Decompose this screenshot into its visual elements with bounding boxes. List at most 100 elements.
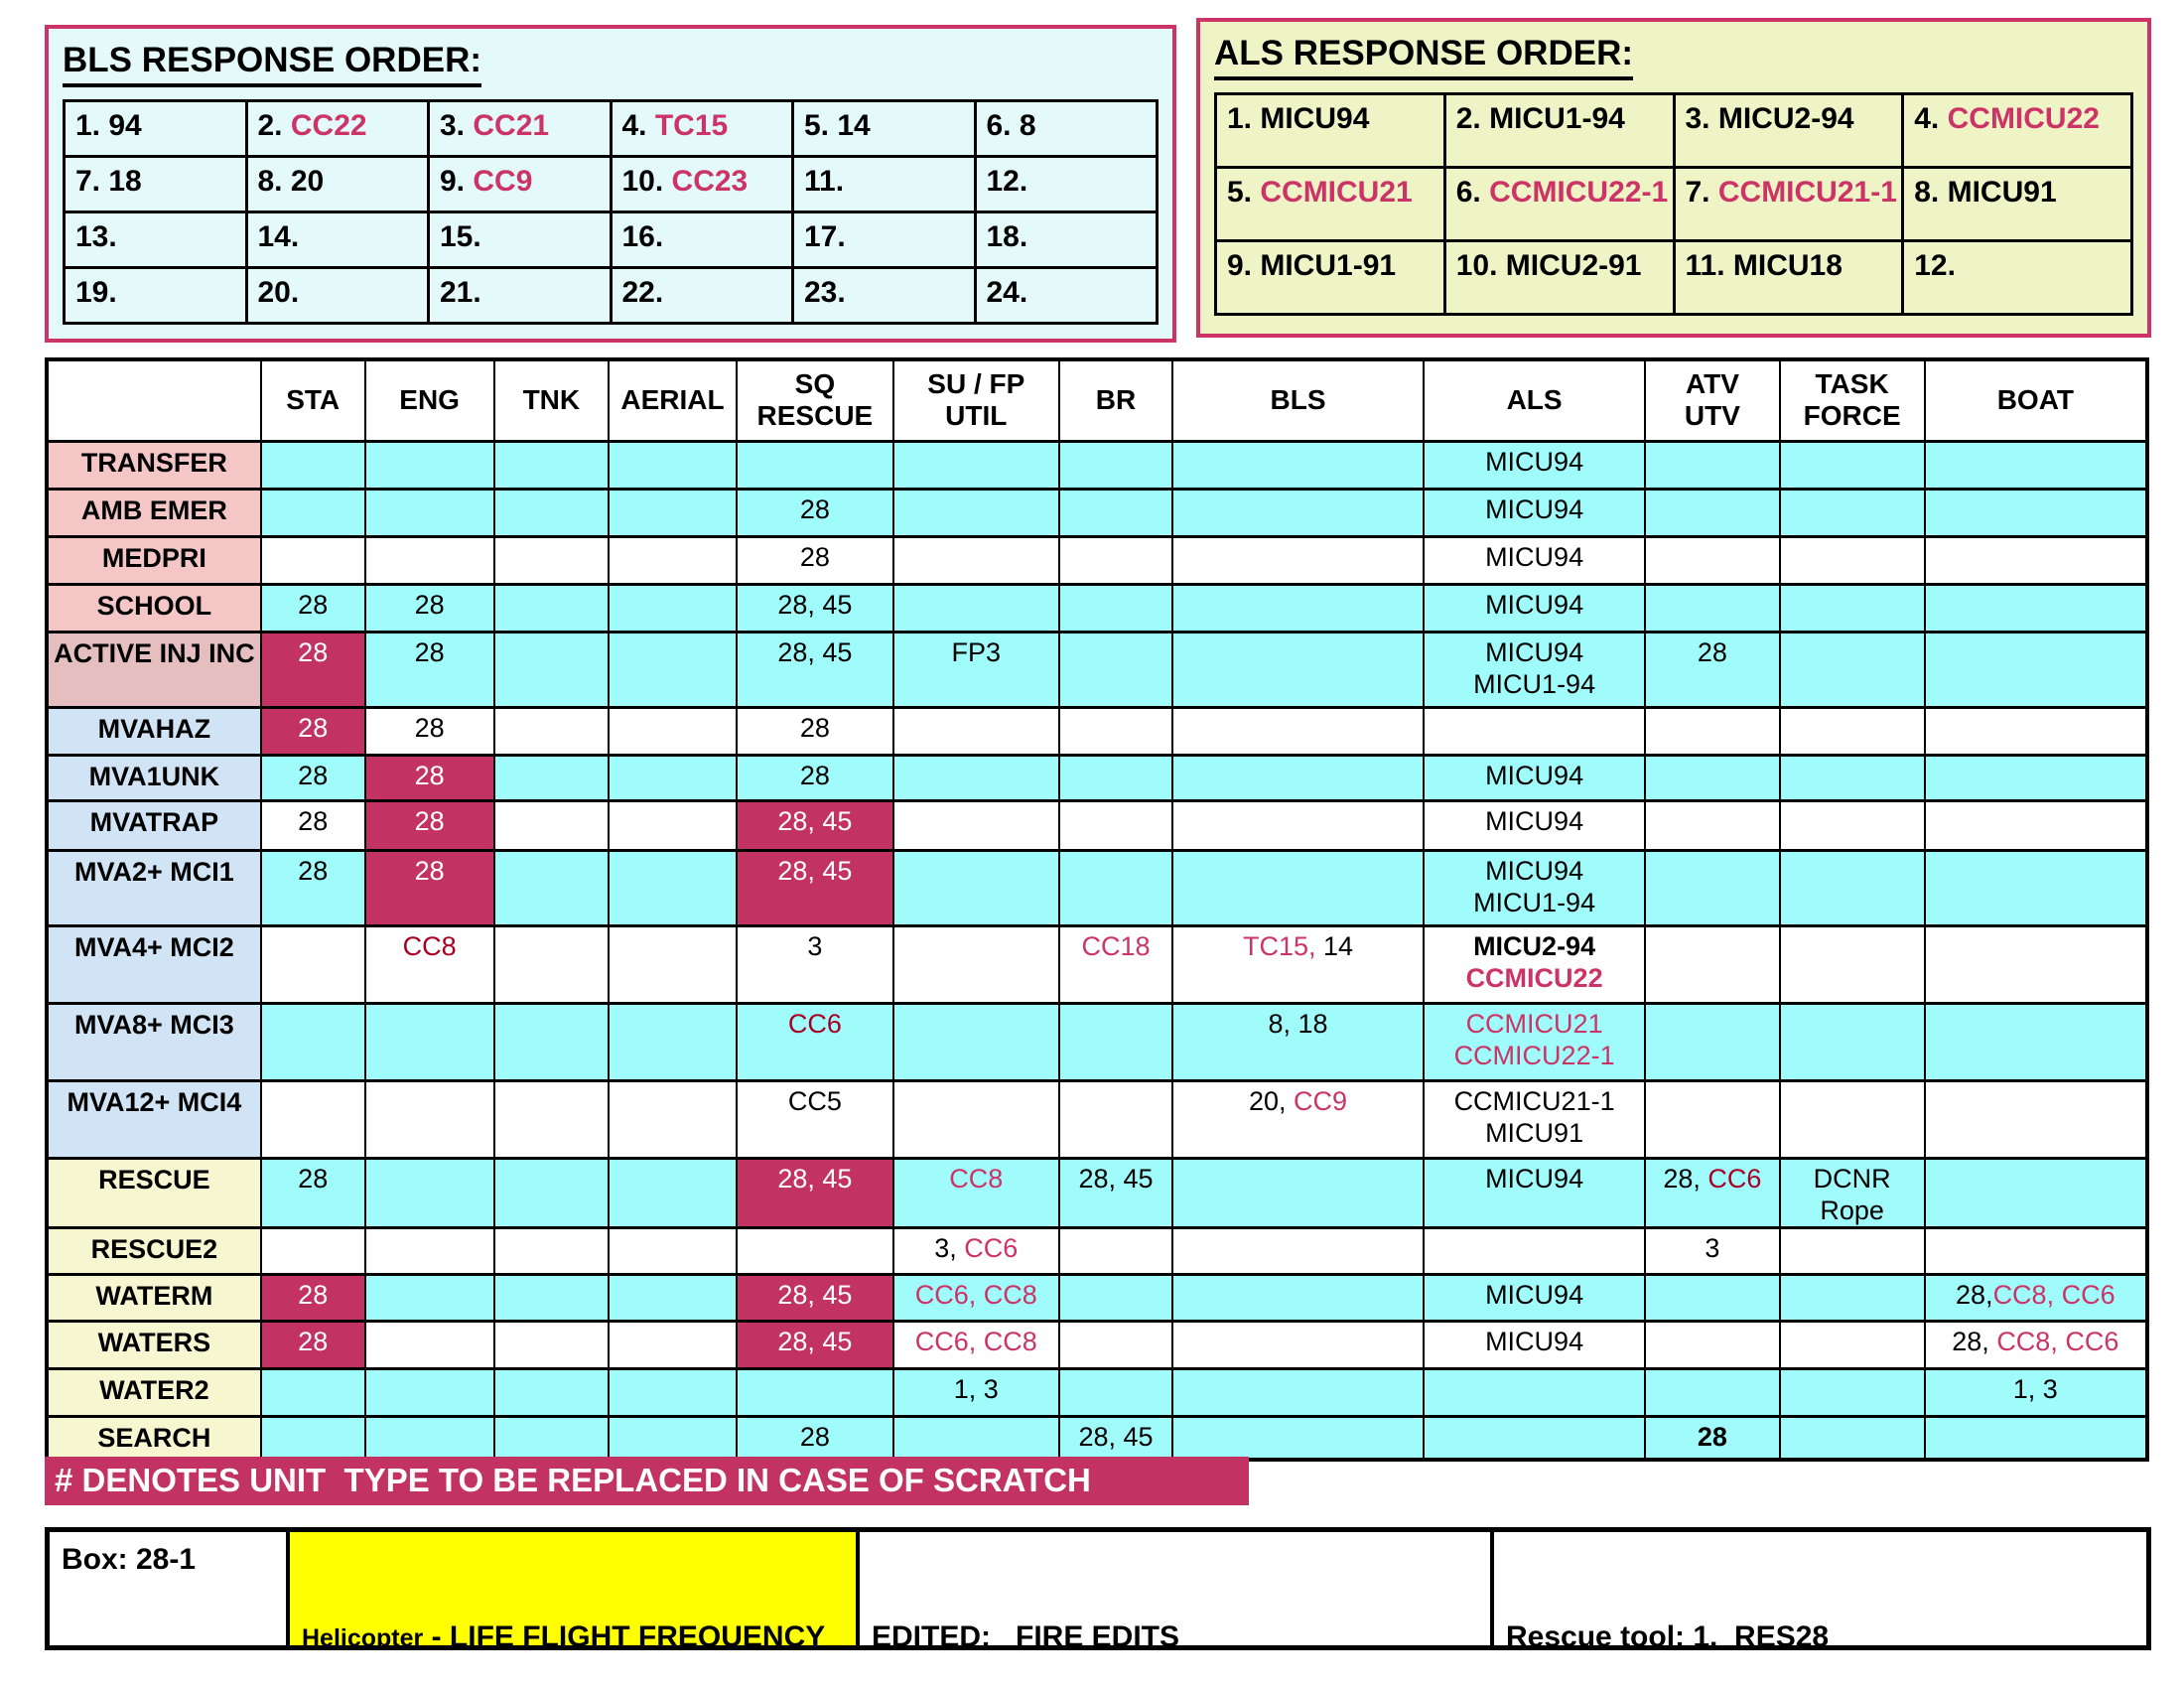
cell-tnk (492, 487, 611, 538)
bls-response-order-box: BLS RESPONSE ORDER: 1. 94 2. CC22 3. CC21 4… (45, 25, 1176, 343)
cell-sufp (891, 487, 1060, 538)
cell-sta: 28 (259, 1320, 366, 1371)
cell-boat (1923, 923, 2149, 1005)
cell-br (1057, 798, 1174, 852)
cell-sta (259, 1226, 366, 1277)
bls-order-number: 18. (986, 220, 1036, 253)
row-label: MVA1UNK (46, 753, 262, 802)
cell-sq: 28, 45 (736, 1320, 894, 1371)
bls-order-cell: 23. (794, 269, 977, 325)
cell-aerial (607, 534, 739, 586)
bls-order-cell: 12. (976, 158, 1159, 213)
cell-sufp: 3, CC6 (891, 1226, 1060, 1277)
cell-sq: 28, 45 (736, 1156, 894, 1230)
als-order-unit: MICU18 (1732, 249, 1843, 282)
cell-eng (363, 1415, 495, 1462)
cell-aerial (607, 753, 739, 802)
cell-aerial (607, 1001, 739, 1082)
cell-br (1057, 582, 1174, 633)
bls-order-cell: 15. (430, 213, 613, 269)
cell-bls (1171, 1226, 1425, 1277)
cell-als: MICU94 (1422, 1273, 1647, 1324)
cell-atv (1644, 1320, 1781, 1371)
table-row: RESCUE2 3, CC6 3 (46, 1226, 2149, 1277)
cell-task (1778, 534, 1926, 586)
cell-boat: 28, CC8, CC6 (1923, 1320, 2149, 1371)
column-header: BLS (1171, 357, 1425, 443)
cell-als: MICU2-94 CCMICU22 (1422, 923, 1647, 1005)
cell-sta: 28 (259, 1273, 366, 1324)
row-label: MVA12+ MCI4 (46, 1078, 262, 1160)
cell-sufp (891, 705, 1060, 757)
bls-order-number: 12. (986, 165, 1036, 198)
cell-task (1778, 1415, 1926, 1462)
row-label: MVA8+ MCI3 (46, 1001, 262, 1082)
als-order-cell: 4. CCMICU22 (1904, 95, 2133, 169)
cell-sufp: CC6, CC8 (891, 1320, 1060, 1371)
als-order-cell: 11. MICU18 (1675, 242, 1905, 316)
cell-task (1778, 1367, 1926, 1419)
cell-sq: CC5 (736, 1078, 894, 1160)
cell-tnk (492, 705, 611, 757)
cell-bls (1171, 630, 1425, 709)
cell-eng (363, 1367, 495, 1419)
cell-tnk (492, 1226, 611, 1277)
cell-tnk (492, 798, 611, 852)
als-order-grid: 1. MICU94 2. MICU1-94 3. MICU2-94 4. CCMICU… (1214, 92, 2133, 316)
cell-als: MICU94 MICU1-94 (1422, 848, 1647, 927)
bls-order-number: 22. (621, 276, 672, 309)
cell-task (1778, 798, 1926, 852)
box-number-cell: Box: 28-1 (50, 1532, 286, 1645)
bls-order-cell: 6. 8 (976, 102, 1159, 158)
cell-eng (363, 1226, 495, 1277)
cell-sufp (891, 1078, 1060, 1160)
bls-order-number: 1. (75, 109, 109, 142)
cell-sq: 28 (736, 487, 894, 538)
als-order-cell: 5. CCMICU21 (1217, 169, 1446, 242)
cell-aerial (607, 439, 739, 491)
row-label: MEDPRI (46, 534, 262, 586)
bls-order-cell: 20. (247, 269, 430, 325)
cell-br (1057, 753, 1174, 802)
cell-sta (259, 439, 366, 491)
cell-task (1778, 1001, 1926, 1082)
cell-sta (259, 923, 366, 1005)
cell-boat (1923, 705, 2149, 757)
bls-order-cell: 17. (794, 213, 977, 269)
cell-boat (1923, 1078, 2149, 1160)
cell-eng (363, 1078, 495, 1160)
cell-sufp: CC8 (891, 1156, 1060, 1230)
cell-aerial (607, 923, 739, 1005)
cell-sta: 28 (259, 753, 366, 802)
cell-boat (1923, 753, 2149, 802)
cell-sta: 28 (259, 1156, 366, 1230)
row-label: TRANSFER (46, 439, 262, 491)
bls-order-number: 24. (986, 276, 1036, 309)
cell-aerial (607, 1156, 739, 1230)
cell-eng (363, 534, 495, 586)
bls-order-number: 9. (440, 165, 474, 198)
cell-aerial (607, 630, 739, 709)
cell-atv: 28 (1644, 1415, 1781, 1462)
cell-sta (259, 534, 366, 586)
bls-order-number: 15. (440, 220, 490, 253)
cell-sq: 28 (736, 705, 894, 757)
cell-sta (259, 1415, 366, 1462)
als-order-number: 11. (1685, 249, 1733, 282)
table-row: MVATRAP 28 28 28, 45 MICU94 (46, 798, 2149, 852)
bls-order-number: 6. (986, 109, 1020, 142)
als-order-unit: CCMICU21-1 (1717, 176, 1897, 209)
cell-br (1057, 534, 1174, 586)
cell-boat (1923, 630, 2149, 709)
cell-tnk (492, 1156, 611, 1230)
cell-br (1057, 1273, 1174, 1324)
cell-atv (1644, 798, 1781, 852)
table-row: MEDPRI 28 MICU94 (46, 534, 2149, 586)
cell-atv: 28 (1644, 630, 1781, 709)
bls-order-cell: 5. 14 (794, 102, 977, 158)
cell-task (1778, 1273, 1926, 1324)
cell-bls: 8, 18 (1171, 1001, 1425, 1082)
row-label: SCHOOL (46, 582, 262, 633)
table-row: WATERM 28 28, 45 CC6, CC8 MICU94 28,CC8, CC6 (46, 1273, 2149, 1324)
column-header: ATV UTV (1644, 357, 1781, 443)
